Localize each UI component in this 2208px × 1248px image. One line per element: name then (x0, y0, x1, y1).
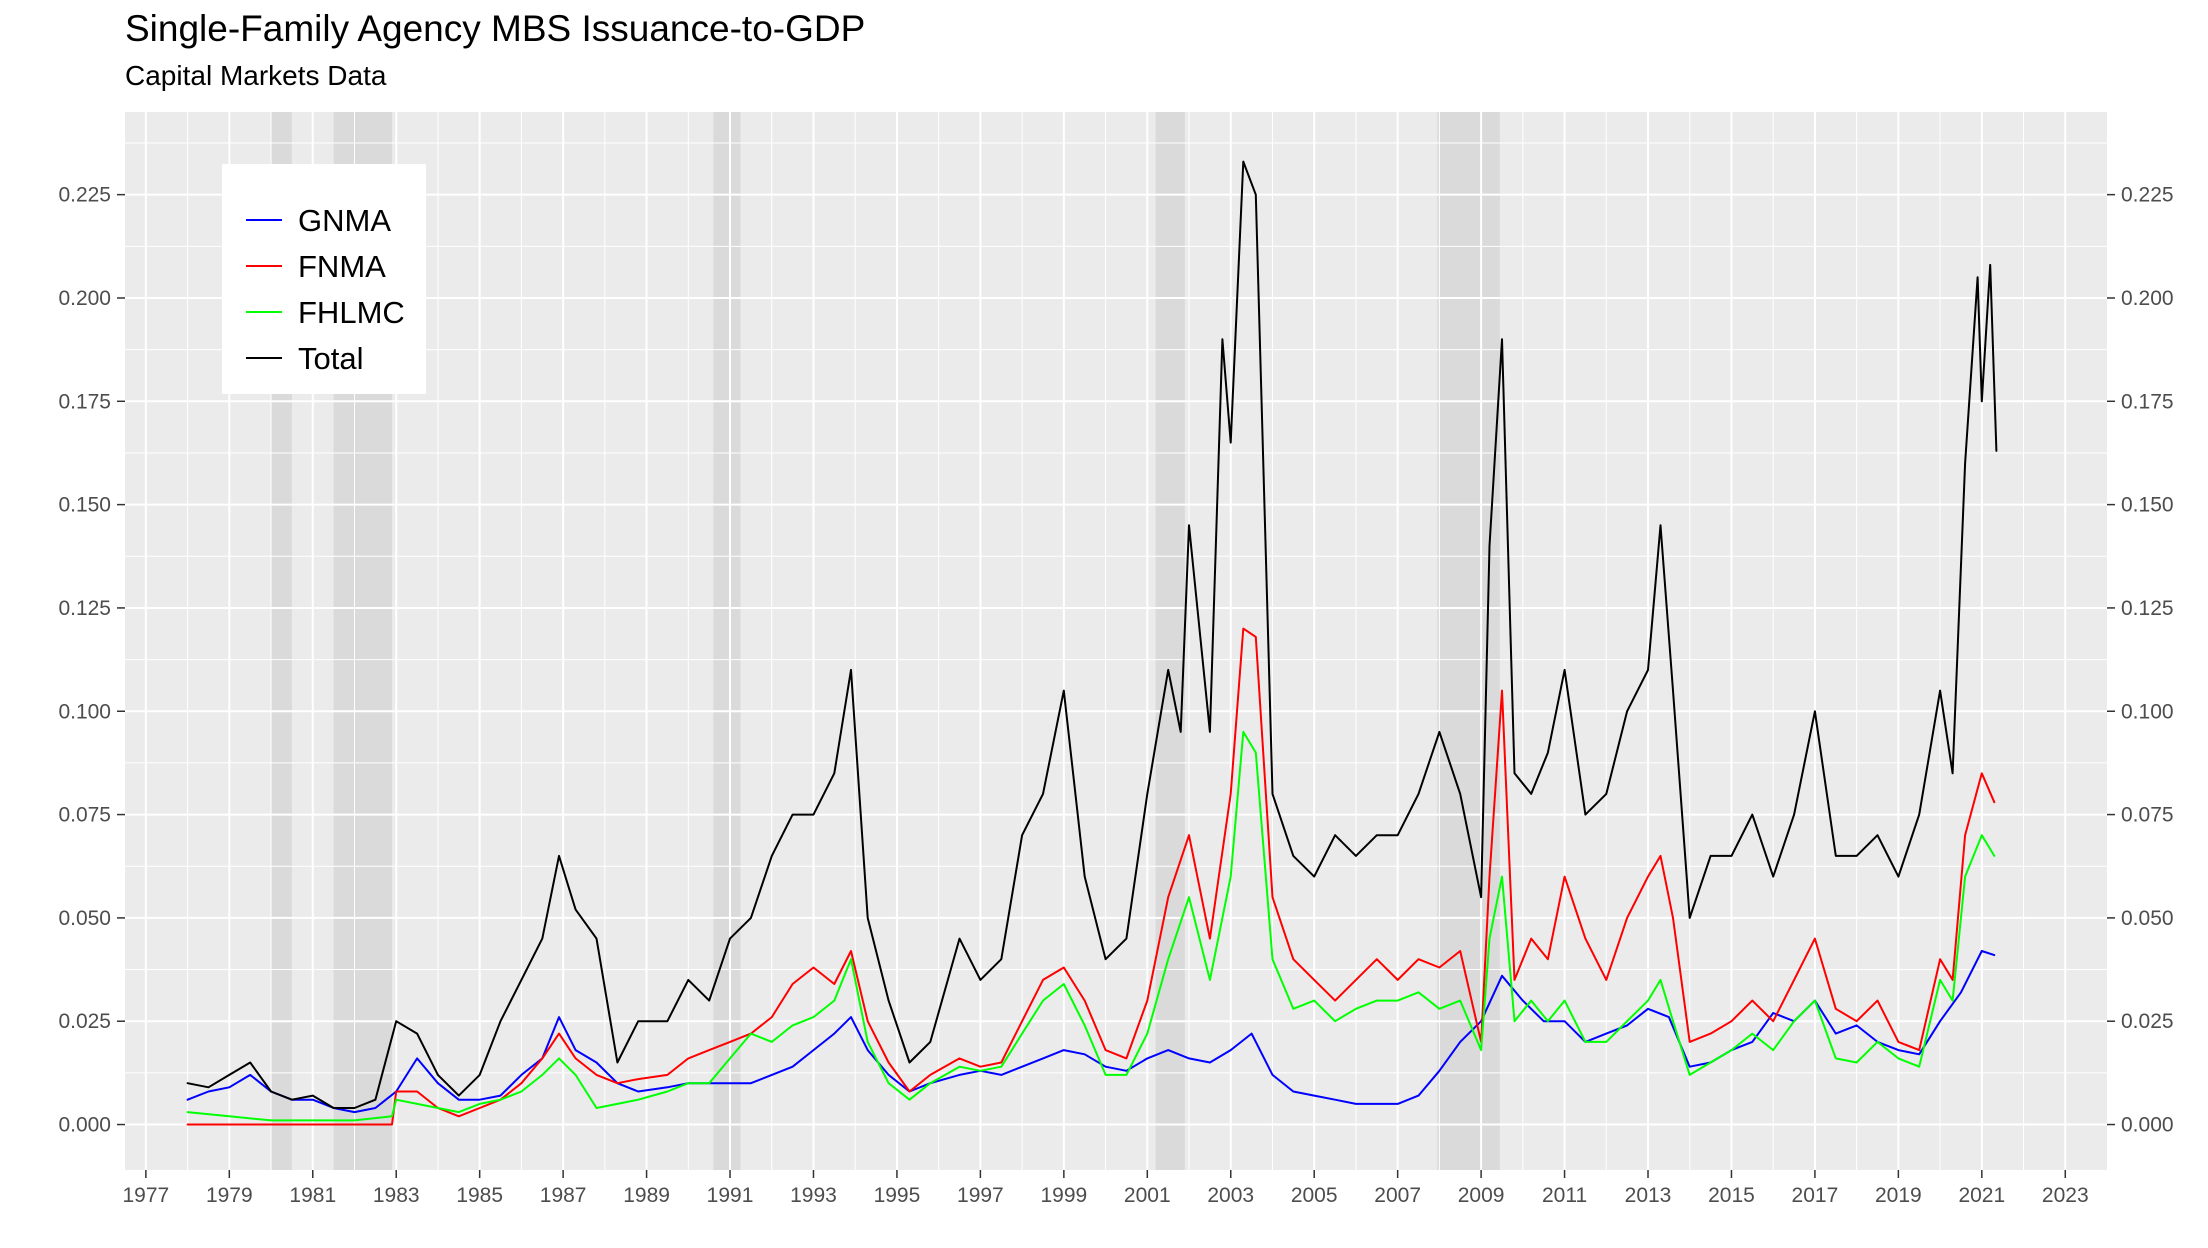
y-tick-label-left: 0.175 (58, 390, 111, 413)
x-tick-label: 2017 (1792, 1184, 1839, 1207)
y-tick-label-left: 0.050 (58, 907, 111, 930)
series-line-fhlmc (186, 730, 1996, 1122)
x-tick-label: 1997 (957, 1184, 1004, 1207)
y-tick-label-left: 0.225 (58, 184, 111, 207)
legend-label-gnma[interactable]: GNMA (298, 203, 391, 238)
y-tick-label-left: 0.150 (58, 494, 111, 517)
y-tick-label-right: 0.225 (2121, 184, 2174, 207)
y-tick-label-left: 0.200 (58, 287, 111, 310)
series-line-fnma (186, 627, 1996, 1126)
series-line-total (186, 160, 1998, 1109)
y-tick-label-left: 0.100 (58, 700, 111, 723)
x-tick-label: 2003 (1207, 1184, 1254, 1207)
plot-panel (125, 112, 2107, 1170)
x-tick-label: 2011 (1542, 1184, 1587, 1207)
axes: 1977 1979 1981 1983 1985 1987 1989 1991 1993 1995… (58, 184, 2173, 1207)
y-tick-label-right: 0.100 (2121, 700, 2174, 723)
legend-label-fhlmc[interactable]: FHLMC (298, 295, 405, 330)
y-tick-label-left: 0.000 (58, 1114, 111, 1137)
series-lines (186, 160, 1998, 1126)
legend-box (222, 164, 426, 394)
x-tick-label: 1993 (790, 1184, 837, 1207)
chart-subtitle: Capital Markets Data (125, 60, 387, 91)
x-tick-label: 1985 (456, 1184, 503, 1207)
x-tick-label: 1995 (874, 1184, 921, 1207)
y-tick-label-left: 0.025 (58, 1010, 111, 1033)
legend-label-fnma[interactable]: FNMA (298, 249, 386, 284)
y-tick-label-right: 0.200 (2121, 287, 2174, 310)
chart-title: Single-Family Agency MBS Issuance-to-GDP (125, 8, 866, 49)
major-gridlines (125, 112, 2107, 1170)
x-tick-label: 1979 (206, 1184, 253, 1207)
y-tick-label-right: 0.150 (2121, 494, 2174, 517)
series-line-gnma (186, 950, 1996, 1114)
x-tick-label: 1987 (540, 1184, 587, 1207)
legend-label-total[interactable]: Total (298, 341, 363, 376)
legend[interactable]: GNMA FNMA FHLMC Total (222, 164, 426, 394)
recession-band-3 (1155, 112, 1185, 1170)
x-tick-label: 2015 (1708, 1184, 1755, 1207)
x-tick-label: 1977 (123, 1184, 170, 1207)
y-tick-label-left: 0.125 (58, 597, 111, 620)
x-tick-label: 2021 (1958, 1184, 2005, 1207)
recession-band-2 (713, 112, 741, 1170)
y-tick-label-left: 0.075 (58, 804, 111, 827)
x-tick-label: 2019 (1875, 1184, 1922, 1207)
y-tick-label-right: 0.000 (2121, 1114, 2174, 1137)
x-tick-label: 1999 (1040, 1184, 1087, 1207)
x-tick-label: 2013 (1625, 1184, 1672, 1207)
y-tick-label-right: 0.075 (2121, 804, 2174, 827)
x-tick-label: 2009 (1458, 1184, 1505, 1207)
x-tick-label: 2007 (1374, 1184, 1421, 1207)
x-tick-label: 2005 (1291, 1184, 1338, 1207)
y-tick-label-right: 0.025 (2121, 1010, 2174, 1033)
x-tick-label: 1983 (373, 1184, 420, 1207)
x-tick-label: 1991 (707, 1184, 754, 1207)
x-tick-label: 1981 (289, 1184, 336, 1207)
recession-band-4 (1437, 112, 1500, 1170)
x-tick-label: 2001 (1124, 1184, 1171, 1207)
minor-gridlines (125, 112, 2107, 1170)
x-tick-label: 1989 (623, 1184, 670, 1207)
y-tick-label-right: 0.050 (2121, 907, 2174, 930)
y-tick-label-right: 0.125 (2121, 597, 2174, 620)
y-tick-label-right: 0.175 (2121, 390, 2174, 413)
x-tick-label: 2023 (2042, 1184, 2089, 1207)
